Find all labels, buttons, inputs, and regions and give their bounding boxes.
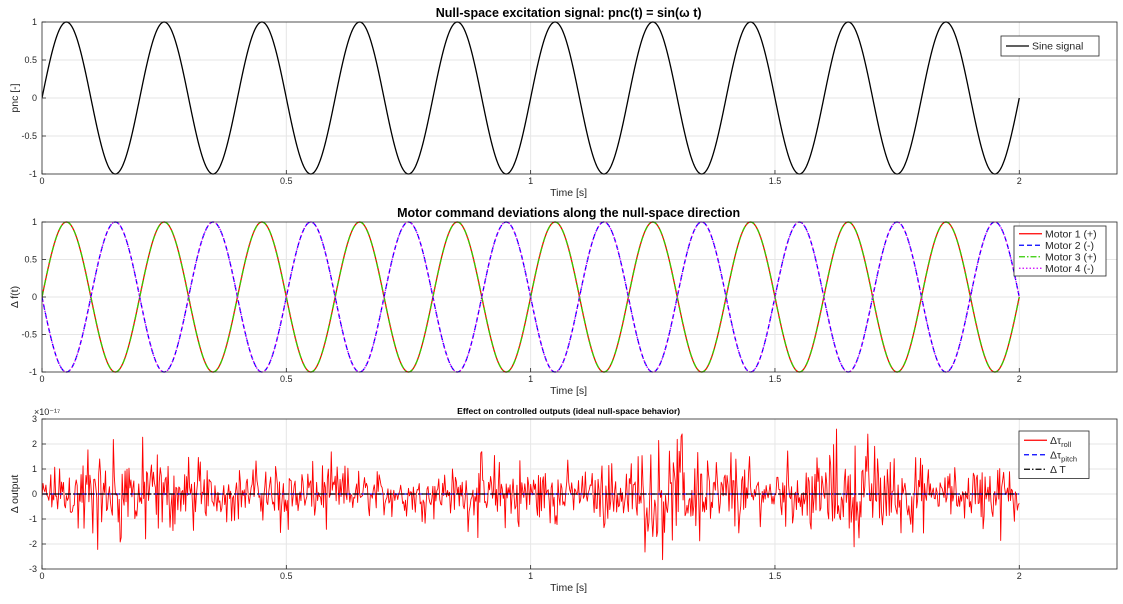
x-tick-label: 2 — [1017, 176, 1022, 186]
legend-subscript: pitch — [1061, 454, 1077, 463]
x-tick-label: 2 — [1017, 571, 1022, 581]
plot-area — [42, 221, 1020, 373]
legend-label: Motor 1 (+) — [1045, 228, 1097, 240]
y-tick-label: 0.5 — [24, 55, 37, 65]
legend-entry-2: Δτpitch — [1050, 449, 1077, 463]
x-tick-label: 0 — [39, 374, 44, 384]
subplot-2: 0 0.5 1 1.5 2 -1 -0.5 0 0.5 1 Time [s] Δ f(t) Motor … — [9, 206, 1118, 397]
chart-title: Null-space excitation signal: pnc(t) = s… — [436, 6, 702, 20]
legend-entry-1: Sine signal — [1032, 41, 1083, 53]
legend: Sine signal — [1000, 35, 1100, 57]
legend-entry-3: Motor 3 (+) — [1045, 251, 1097, 263]
y-tick-label: -1 — [29, 367, 37, 377]
x-tick-label: 1.5 — [769, 374, 782, 384]
subplot-3: 0 0.5 1 1.5 2 -3 -2 -1 0 1 2 3 Time [s] Δ output ×10⁻¹… — [9, 406, 1118, 594]
y-tick-label: 1 — [32, 464, 37, 474]
x-tick-label: 0.5 — [280, 176, 293, 186]
plot-area — [42, 428, 1020, 561]
legend-box — [1018, 430, 1090, 479]
x-tick-label: 0 — [39, 571, 44, 581]
plot-area — [42, 21, 1020, 175]
series-line-1 — [42, 428, 1020, 561]
x-tick-label: 0.5 — [280, 571, 293, 581]
y-tick-label: -0.5 — [21, 330, 37, 340]
legend-subscript: roll — [1061, 440, 1071, 449]
y-tick-label: -1 — [29, 514, 37, 524]
x-tick-label: 1 — [528, 176, 533, 186]
y-exponent-label: ×10⁻¹⁷ — [34, 407, 60, 417]
y-axis-label: Δ output — [9, 475, 21, 514]
y-tick-label: -2 — [29, 539, 37, 549]
legend-box — [1000, 35, 1100, 57]
y-tick-label: -3 — [29, 564, 37, 574]
legend-label: Motor 2 (-) — [1045, 240, 1094, 252]
x-tick-label: 0 — [39, 176, 44, 186]
x-tick-label: 0.5 — [280, 374, 293, 384]
y-tick-label: 1 — [32, 217, 37, 227]
y-axis-label: pnc [-] — [9, 83, 21, 112]
y-tick-label: 0 — [32, 292, 37, 302]
legend-label: Δτ — [1050, 449, 1062, 461]
legend-entry-2: Motor 2 (-) — [1045, 240, 1094, 252]
y-tick-label: -1 — [29, 169, 37, 179]
x-tick-label: 2 — [1017, 374, 1022, 384]
legend-label: Motor 4 (-) — [1045, 263, 1094, 275]
y-tick-label: 3 — [32, 414, 37, 424]
chart-title: Motor command deviations along the null-… — [397, 206, 740, 220]
series-line-4 — [42, 221, 1020, 373]
y-axis-label: Δ f(t) — [9, 286, 21, 308]
legend: Motor 1 (+)Motor 2 (-)Motor 3 (+)Motor 4… — [1013, 225, 1107, 277]
x-tick-label: 1.5 — [769, 571, 782, 581]
legend-entry-1: Motor 1 (+) — [1045, 228, 1097, 240]
legend-entry-4: Motor 4 (-) — [1045, 263, 1094, 275]
x-tick-label: 1 — [528, 571, 533, 581]
series-line-1 — [42, 21, 1020, 175]
legend-label: Δτ — [1050, 435, 1062, 447]
legend-label: Motor 3 (+) — [1045, 251, 1097, 263]
y-tick-label: 1 — [32, 17, 37, 27]
legend-entry-1: Δτroll — [1050, 435, 1072, 449]
y-tick-label: 0 — [32, 93, 37, 103]
y-tick-label: 2 — [32, 439, 37, 449]
y-tick-label: 0.5 — [24, 255, 37, 265]
x-tick-label: 1 — [528, 374, 533, 384]
y-tick-label: 0 — [32, 489, 37, 499]
x-axis-label: Time [s] — [550, 582, 587, 594]
x-tick-label: 1.5 — [769, 176, 782, 186]
y-tick-label: -0.5 — [21, 131, 37, 141]
legend-entry-3: Δ T — [1050, 464, 1066, 476]
x-axis-label: Time [s] — [550, 187, 587, 199]
subplot-1: 0 0.5 1 1.5 2 -1 -0.5 0 0.5 1 Time [s] pnc [-] Null-… — [9, 6, 1118, 199]
legend-label: Sine signal — [1032, 41, 1083, 53]
chart-title: Effect on controlled outputs (ideal null… — [457, 406, 680, 416]
x-axis-label: Time [s] — [550, 385, 587, 397]
legend-label: Δ T — [1050, 464, 1066, 476]
